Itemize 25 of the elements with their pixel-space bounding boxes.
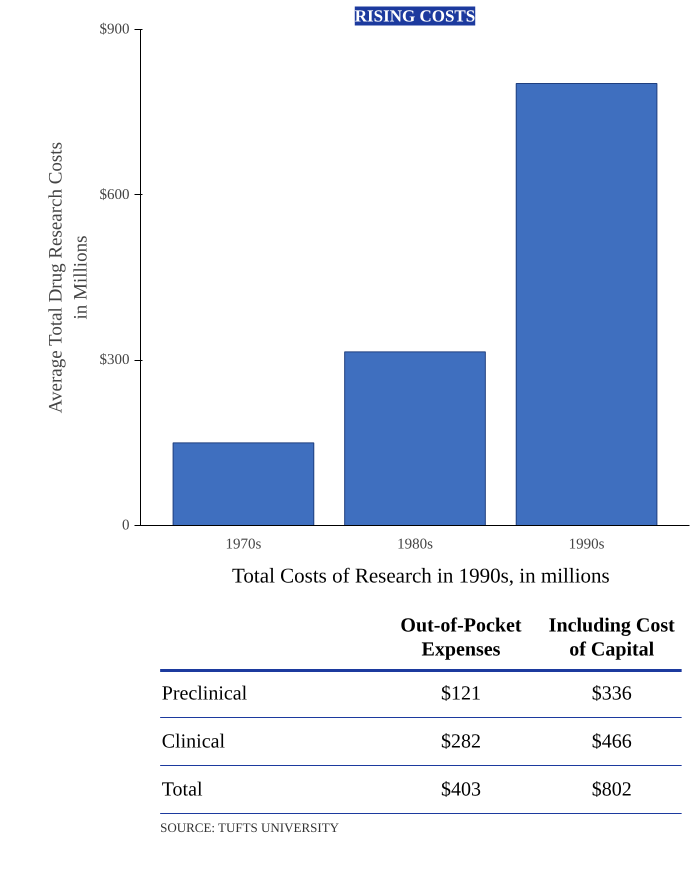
source-note: SOURCE: TUFTS UNIVERSITY <box>160 820 340 835</box>
text: Out-of-Pocket Expenses <box>400 614 522 661</box>
data-label: $403 <box>440 778 481 800</box>
text: Including Cost of Capital <box>548 614 676 661</box>
category-label: Preclinical <box>162 682 248 704</box>
category-label: Clinical <box>162 730 226 752</box>
y-tick-label: $900 <box>100 22 130 38</box>
x-tick-label: 1990s <box>568 536 605 552</box>
chart-title: RISING COSTS <box>354 6 476 26</box>
y-tick-label: $300 <box>100 352 130 368</box>
data-label: $466 <box>592 730 632 752</box>
text: Total Costs of Research in 1990s, in millions <box>232 564 610 588</box>
y-axis-title: Average Total Drug Research Costs in Millions <box>45 142 92 414</box>
y-tick-label: 0 <box>122 518 130 534</box>
y-tick-label: $600 <box>100 186 130 203</box>
x-tick-label: 1980s <box>397 536 434 552</box>
data-label: $802 <box>592 778 632 800</box>
x-tick-label: 1970s <box>226 536 262 552</box>
bar <box>516 83 658 526</box>
bar <box>172 442 314 526</box>
category-label: Total <box>162 778 203 800</box>
bar <box>344 351 486 526</box>
data-label: $282 <box>440 730 481 752</box>
data-label: $121 <box>440 682 481 704</box>
data-label: $336 <box>592 682 632 704</box>
